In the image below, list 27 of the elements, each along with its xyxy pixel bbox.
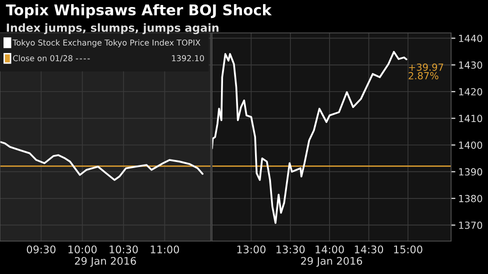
x-tick-label: 15:00 (394, 245, 422, 254)
x-tick-label: 11:00 (150, 245, 180, 254)
x-tick-label: 14:00 (316, 245, 344, 254)
line-series (212, 50, 408, 224)
x-tick-label: 13:30 (276, 245, 305, 254)
legend-label: Tokyo Stock Exchange Tokyo Price Index TOPIX (12, 39, 200, 48)
legend-label: Close on 01/28 (13, 55, 72, 62)
y-tick-label: 1440 (459, 34, 482, 42)
chart-title: Topix Whipsaws After BOJ Shock (6, 4, 272, 18)
annotation: 2.87% (408, 72, 438, 80)
x-tick-label: 10:30 (110, 245, 138, 254)
y-tick-label: 1430 (459, 61, 482, 69)
y-tick-label: 1420 (459, 88, 482, 96)
y-tick-label: 1370 (459, 222, 482, 229)
y-tick-label: 1400 (459, 141, 482, 149)
x-tick-label: 10:00 (68, 245, 97, 254)
annotation: 1392.10 (172, 55, 204, 62)
y-tick-label: 1390 (459, 168, 482, 176)
y-tick-label: 1380 (459, 194, 482, 202)
y-tick-label: 1410 (459, 114, 482, 122)
x-tick-label: 09:30 (26, 245, 56, 254)
x-tick-label: 13:00 (237, 245, 266, 254)
chart-subtitle: Index jumps, slumps, jumps again (6, 23, 218, 34)
x-axis-title: 29 Jan 2016 (301, 256, 362, 267)
x-axis-title: 29 Jan 2016 (74, 256, 136, 267)
annotation: +39.97 (409, 63, 444, 71)
x-tick-label: 14:30 (354, 245, 384, 254)
